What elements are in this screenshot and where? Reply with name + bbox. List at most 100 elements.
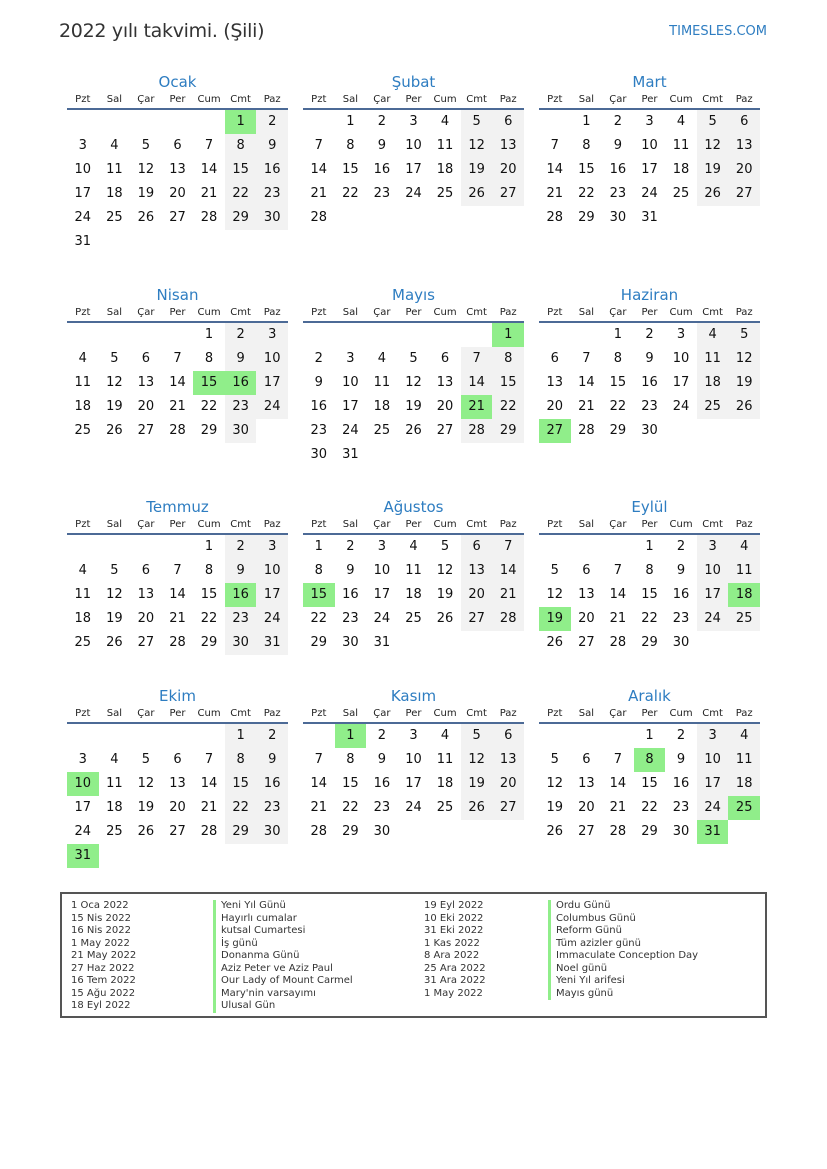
day-cell: 24 <box>74 824 92 839</box>
day-cell: 12 <box>696 134 729 158</box>
weekday-label: Paz <box>735 708 753 719</box>
day-cell: 2 <box>224 535 257 559</box>
weekday-label: Cmt <box>702 519 723 530</box>
day-cell: 21 <box>492 583 524 607</box>
weekday-label: Cum <box>669 708 693 719</box>
day-cell: 10 <box>696 559 729 583</box>
day-cell: 6 <box>440 351 450 366</box>
day-cell: 3 <box>409 728 418 743</box>
day-cell: 5 <box>110 563 119 578</box>
weekday-header: Pzt Sal Çar Per Cum Cmt Paz <box>539 93 760 110</box>
empty-cell <box>162 110 194 134</box>
day-cell: 26 <box>137 824 155 839</box>
day-cell: 17 <box>74 800 92 815</box>
day-cell: 16 <box>641 375 658 390</box>
day-cell: 6 <box>492 724 524 748</box>
day-cell: 3 <box>676 327 686 342</box>
day-grid: 1 2 3 4 5 6 7 8 9 10 11 12 13 14 15 16 17 18 19 20 21 22 23 24 2… <box>67 724 288 868</box>
day-cell: 1 <box>204 539 214 554</box>
day-cell: 25 <box>672 186 690 201</box>
weekday-label: Sal <box>578 519 594 530</box>
weekday-header: Pzt Sal Çar Per Cum Cmt Paz <box>303 707 524 724</box>
day-cell: 15 <box>609 375 627 390</box>
day-cell: 27 <box>578 824 595 839</box>
month-name: Mart <box>632 73 667 91</box>
day-cell: 10 <box>641 138 658 153</box>
month-2: Şubat Pzt Sal Çar Per Cum Cmt Paz 1 2 3 4 5 6 7 8 9 10 11 1… <box>303 71 524 230</box>
day-cell: 16 <box>256 772 288 796</box>
day-cell: 29 <box>224 820 257 844</box>
weekday-label: Cmt <box>702 307 723 318</box>
day-cell: 22 <box>224 182 257 206</box>
day-cell: 27 <box>492 796 524 820</box>
day-cell: 15 <box>492 371 524 395</box>
legend-date: 31 Eki 2022 <box>424 925 484 936</box>
day-cell: 24 <box>696 607 729 631</box>
weekday-label: Çar <box>373 307 391 318</box>
empty-cell <box>539 323 571 347</box>
day-cell: 11 <box>436 752 454 767</box>
day-cell: 27 <box>578 635 595 650</box>
day-cell: 11 <box>696 347 729 371</box>
day-cell: 25 <box>436 800 454 815</box>
weekday-label: Paz <box>735 94 753 105</box>
empty-cell <box>67 110 99 134</box>
day-cell: 8 <box>204 563 214 578</box>
day-cell: 4 <box>440 728 450 743</box>
weekday-label: Paz <box>263 708 281 719</box>
day-cell: 29 <box>224 206 257 230</box>
day-cell: 14 <box>169 375 186 390</box>
weekday-header: Pzt Sal Çar Per Cum Cmt Paz <box>539 518 760 535</box>
day-cell: 21 <box>310 186 328 201</box>
day-cell: 26 <box>696 182 729 206</box>
day-cell: 30 <box>672 635 690 650</box>
empty-cell <box>193 110 225 134</box>
day-cell: 21 <box>609 611 627 626</box>
weekday-label: Sal <box>342 307 358 318</box>
weekday-label: Per <box>641 307 658 318</box>
legend-date: 18 Eyl 2022 <box>71 1000 131 1011</box>
weekday-label: Cmt <box>702 708 723 719</box>
day-cell: 8 <box>582 138 591 153</box>
day-cell: 29 <box>641 635 658 650</box>
weekday-label: Sal <box>106 94 122 105</box>
weekday-label: Pzt <box>311 519 327 530</box>
weekday-label: Çar <box>137 94 155 105</box>
legend-date: 16 Tem 2022 <box>71 975 136 986</box>
day-cell: 8 <box>204 351 214 366</box>
empty-cell <box>162 535 194 559</box>
day-cell: 22 <box>609 399 627 414</box>
legend-holiday-name: Immaculate Conception Day <box>548 950 698 963</box>
day-cell: 20 <box>137 399 155 414</box>
empty-cell <box>303 110 335 134</box>
day-cell: 11 <box>373 375 391 390</box>
month-6: Haziran Pzt Sal Çar Per Cum Cmt Paz 1 2 3 4 5 6 7 8 9 10 1… <box>539 284 760 443</box>
weekday-header: Pzt Sal Çar Per Cum Cmt Paz <box>67 93 288 110</box>
day-cell: 25 <box>74 635 92 650</box>
day-cell: 15 <box>641 776 658 791</box>
site-link[interactable]: TIMESLES.COM <box>669 24 767 39</box>
day-cell: 24 <box>641 186 658 201</box>
day-cell: 6 <box>550 351 559 366</box>
day-cell: 30 <box>224 419 257 443</box>
day-cell: 11 <box>106 162 123 177</box>
day-cell: 28 <box>492 607 524 631</box>
day-cell: 10 <box>672 351 690 366</box>
day-cell: 21 <box>609 800 627 815</box>
day-cell: 3 <box>696 724 729 748</box>
empty-cell <box>398 323 430 347</box>
day-cell: 30 <box>609 210 627 225</box>
day-cell: 8 <box>613 351 623 366</box>
weekday-label: Cmt <box>466 708 487 719</box>
day-cell: 22 <box>342 186 359 201</box>
day-cell: 29 <box>310 635 328 650</box>
day-cell: 1 <box>645 728 654 743</box>
weekday-label: Pzt <box>75 519 91 530</box>
day-cell: 28 <box>200 210 218 225</box>
day-cell: 2 <box>314 351 323 366</box>
legend-holiday-name: Tüm azizler günü <box>548 937 698 950</box>
weekday-header: Pzt Sal Çar Per Cum Cmt Paz <box>67 518 288 535</box>
weekday-label: Pzt <box>547 708 563 719</box>
weekday-label: Sal <box>578 94 594 105</box>
day-cell: 2 <box>676 728 686 743</box>
